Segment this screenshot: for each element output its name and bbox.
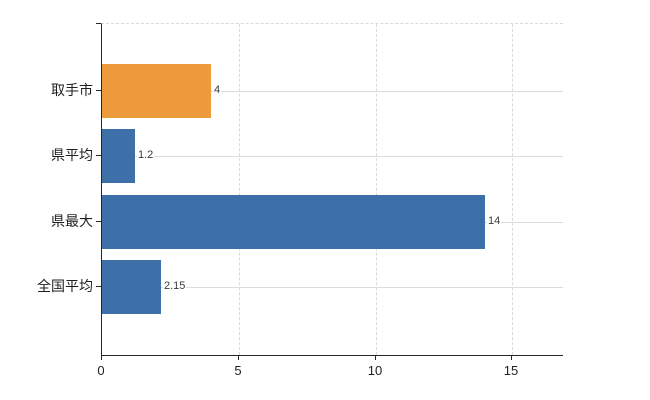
vertical-gridline (239, 24, 240, 355)
y-axis-top-tick (96, 23, 101, 24)
category-label: 取手市 (51, 82, 93, 98)
horizontal-gridline (102, 287, 563, 288)
bar-value-label: 2.15 (163, 280, 187, 293)
horizontal-gridline (102, 91, 563, 92)
y-axis-tick (96, 155, 101, 156)
bar-2 (102, 129, 135, 183)
vertical-gridline (512, 24, 513, 355)
horizontal-gridline (102, 156, 563, 157)
plot-area: 4 1.2 14 2.15 (101, 23, 563, 356)
y-axis-tick (96, 286, 101, 287)
x-axis-tick-label: 15 (503, 363, 519, 378)
vertical-gridline (376, 24, 377, 355)
category-label: 県最大 (51, 213, 93, 229)
bar-value-label: 1.2 (137, 149, 155, 162)
x-axis-tick-label: 10 (367, 363, 383, 378)
bar-1 (102, 64, 211, 118)
bar-value-label: 4 (213, 84, 222, 97)
bar-3 (102, 195, 485, 249)
y-axis-tick (96, 90, 101, 91)
x-axis-tick-label: 5 (234, 363, 242, 378)
bar-4 (102, 260, 161, 314)
x-axis-tick (375, 355, 376, 360)
y-axis-tick (96, 221, 101, 222)
x-axis-tick (238, 355, 239, 360)
category-label: 全国平均 (37, 278, 93, 294)
x-axis-tick (101, 355, 102, 360)
category-label: 県平均 (51, 147, 93, 163)
x-axis-tick (511, 355, 512, 360)
x-axis-tick-label: 0 (97, 363, 105, 378)
bar-value-label: 14 (487, 215, 502, 228)
